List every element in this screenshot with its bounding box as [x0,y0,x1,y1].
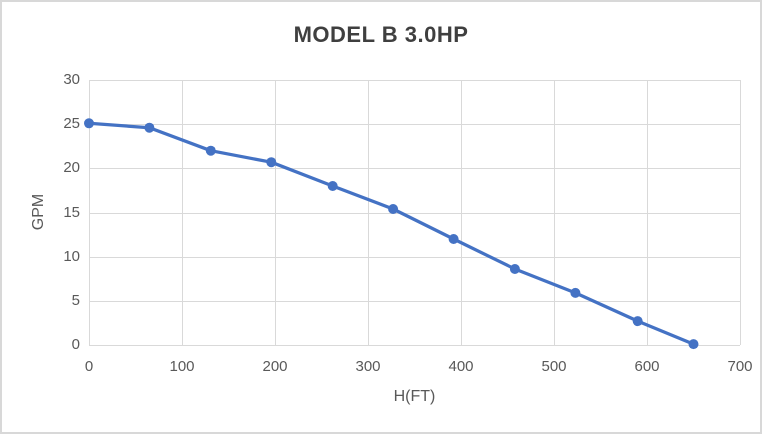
x-tick-label: 500 [541,358,567,375]
data-point-marker [144,122,155,133]
y-tick-label: 20 [63,159,80,176]
data-point-marker [327,181,338,191]
chart-title: MODEL B 3.0HP [293,22,469,47]
x-tick-label: 700 [727,358,753,375]
data-point-marker [632,316,643,327]
x-tick-label: 0 [84,358,94,375]
x-tick-label: 200 [262,358,288,375]
x-tick-label: 400 [448,358,474,375]
data-point-marker [688,339,699,350]
data-point-marker [205,145,216,156]
x-tick-label: 300 [355,358,381,375]
series-layer [84,118,699,350]
y-tick-label: 30 [63,71,80,88]
y-tick-label: 5 [71,292,80,309]
data-point-marker [509,264,520,274]
y-tick-label: 10 [63,248,80,265]
y-tick-label: 0 [71,336,80,353]
data-point-marker [570,287,581,298]
x-axis-title: H(FT) [393,388,436,405]
y-tick-label: 15 [63,204,80,221]
x-tick-label: 600 [634,358,660,375]
data-point-marker [448,234,459,244]
x-tick-label: 100 [169,358,195,375]
series-line [87,121,696,346]
data-point-marker [388,204,399,214]
gridlines [89,80,741,346]
data-point-marker [266,157,277,168]
y-tick-label: 25 [63,115,80,132]
data-point-marker [84,118,94,129]
